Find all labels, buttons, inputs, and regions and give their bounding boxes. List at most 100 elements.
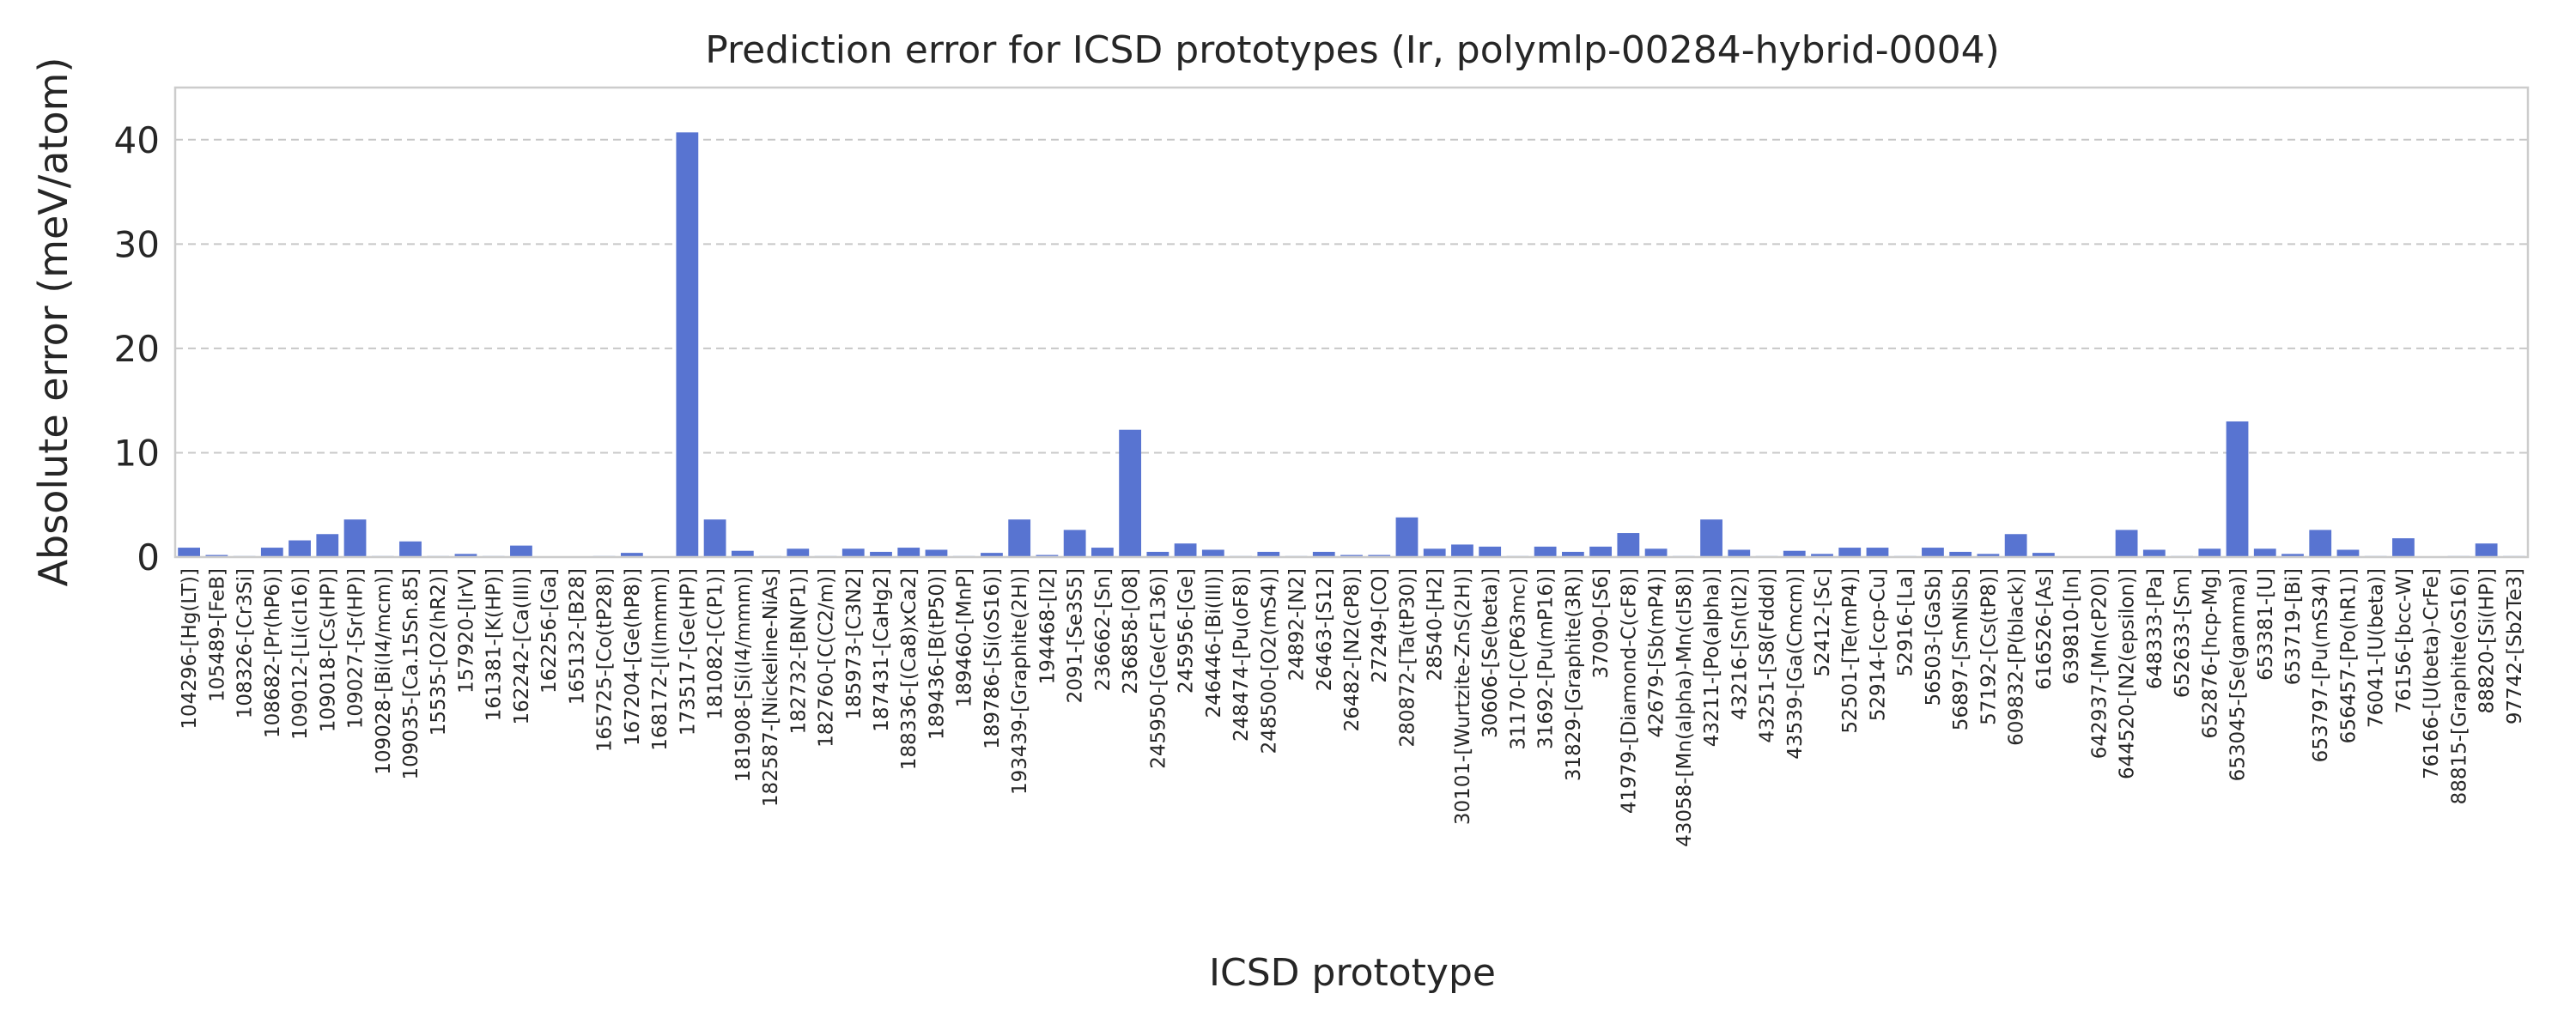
bar (620, 553, 643, 557)
x-tick-label: 76041-[U(beta)] (2366, 568, 2388, 728)
bar (289, 540, 311, 557)
bar (1783, 550, 1806, 557)
x-tick-label: 644520-[N2(epsilon)] (2117, 568, 2139, 779)
x-tick-label: 189786-[Si(oS16)] (981, 568, 1004, 749)
bar (1866, 548, 1889, 557)
bar (2392, 538, 2415, 557)
x-tick-label: 26463-[S12] (1314, 568, 1336, 691)
x-tick-label: 236662-[Sn] (1092, 568, 1115, 691)
bar (1728, 549, 1751, 557)
x-tick-label: 43539-[Ga(Cmcm)] (1784, 568, 1807, 760)
x-tick-label: 248474-[Pu(oF8)] (1230, 568, 1253, 742)
x-tick-label: 653719-[Bi] (2282, 568, 2305, 685)
x-tick-label: 245950-[Ge(cF136)] (1147, 568, 1170, 769)
x-axis-label: ICSD prototype (1209, 951, 1496, 995)
x-tick-label: 57192-[Cs(tP8)] (1978, 568, 2000, 725)
x-tick-label: 246446-[Bi(III)] (1203, 568, 1225, 718)
bar (1008, 519, 1031, 557)
x-tick-label: 181908-[Si(I4/mmm)] (732, 568, 755, 782)
x-tick-label: 76166-[U(beta)-CrFe] (2421, 568, 2443, 779)
bar (1589, 546, 1613, 557)
bar (2115, 530, 2138, 557)
x-tick-label: 189460-[MnP] (954, 568, 976, 707)
x-tick-label: 642937-[Mn(cP20)] (2088, 568, 2111, 759)
x-tick-label: 161381-[K(HP)] (483, 568, 506, 721)
x-tick-label: 109018-[Cs(HP)] (317, 568, 339, 732)
gridlines (175, 138, 2528, 454)
x-tick-label: 30606-[Se(beta)] (1479, 568, 1502, 738)
bar (1063, 530, 1086, 557)
bar (870, 551, 892, 557)
x-tick-label: 42679-[Sb(mP4)] (1646, 568, 1668, 737)
x-tick-label: 182732-[BN(P1)] (787, 568, 810, 734)
x-tick-label: 167204-[Ge(hP8)] (622, 568, 644, 746)
y-tick-label: 0 (137, 536, 160, 579)
x-tick-label: 105489-[FeB] (206, 568, 228, 702)
bar (925, 549, 948, 557)
x-tick-label: 28540-[H2] (1425, 568, 1447, 681)
x-tick-label: 43058-[Mn(alpha)-Mn(cI58)] (1674, 568, 1696, 847)
x-tick-label: 188336-[(Ca8)xCa2] (898, 568, 920, 770)
x-tick-label: 109028-[Bi(I4/mcm)] (373, 568, 395, 775)
x-tick-label: 248500-[O2(mS4)] (1258, 568, 1280, 754)
x-tick-label: 639810-[In] (2061, 568, 2083, 684)
bar (1949, 551, 1972, 557)
x-tick-label: 245956-[Ge] (1176, 568, 1198, 694)
x-tick-label: 157920-[IrV] (455, 568, 477, 694)
x-tick-label: 26482-[N2(cP8)] (1341, 568, 1364, 731)
x-tick-label: 109012-[Li(cI16)] (289, 568, 312, 740)
bar (1700, 519, 1722, 557)
bar (2309, 530, 2332, 557)
x-tick-label: 168172-[I(Immm)] (649, 568, 671, 751)
bar (1644, 548, 1668, 557)
bar (343, 519, 367, 557)
x-tick-label: 653381-[U] (2255, 568, 2277, 681)
bar (1534, 546, 1557, 557)
bar (1561, 551, 1584, 557)
x-tick-label: 43211-[Po(alpha)] (1701, 568, 1723, 747)
x-tick-label: 30101-[Wurtzite-ZnS(2H)] (1452, 568, 1474, 825)
y-tick-label: 40 (114, 119, 160, 161)
x-tick-label: 194468-[I2] (1036, 568, 1059, 684)
x-tick-label: 24892-[N2] (1286, 568, 1309, 681)
x-tick-label: 52501-[Te(mP4)] (1839, 568, 1862, 734)
x-tick-label: 31692-[Pu(mP16)] (1535, 568, 1558, 749)
x-tick-label: 52916-[La] (1895, 568, 1917, 676)
bar (316, 534, 339, 557)
x-tick-label: 31829-[Graphite(3R)] (1563, 568, 1585, 781)
bar (2475, 543, 2498, 557)
x-tick-label: 41979-[Diamond-C(cF8)] (1618, 568, 1640, 814)
bar (1423, 548, 1446, 557)
x-tick-label: 165132-[B28] (566, 568, 588, 705)
x-tick-label: 52412-[Sc] (1812, 568, 1834, 677)
bar (1119, 429, 1142, 557)
bar (1838, 548, 1862, 557)
x-tick-label: 182587-[Nickeline-NiAs] (760, 568, 782, 807)
x-tick-label: 109027-[Sr(HP)] (345, 568, 368, 729)
bar (1091, 548, 1114, 557)
bar (676, 132, 699, 557)
x-tick-label: 656457-[Po(hR1)] (2337, 568, 2360, 743)
bar (1922, 548, 1944, 557)
bar (178, 548, 201, 557)
bar (1146, 551, 1170, 557)
bar (2281, 554, 2304, 557)
x-tick-label: 43251-[S8(Fddd)] (1757, 568, 1779, 743)
x-tick-label: 15535-[O2(hR2)] (428, 568, 450, 736)
x-tick-label: 236858-[O8] (1120, 568, 1142, 694)
x-tick-label: 187431-[CaHg2] (871, 568, 893, 732)
x-tick-label: 76156-[bcc-W] (2393, 568, 2415, 713)
x-tick-label: 652633-[Sm] (2172, 568, 2194, 698)
bar (2142, 549, 2166, 557)
x-tick-label: 88815-[Graphite(oS16)] (2448, 568, 2470, 804)
x-tick-label: 609832-[P(black)] (2006, 568, 2028, 746)
x-tick-label: 280872-[Ta(tP30)] (1396, 568, 1419, 747)
x-tick-label: 189436-[B(tP50)] (926, 568, 948, 740)
x-tick-label: 108682-[Pr(hP6)] (262, 568, 284, 738)
bar (2226, 421, 2249, 557)
bar (1451, 544, 1473, 557)
x-tick-label: 181082-[C(P1)] (705, 568, 727, 720)
bar (897, 548, 920, 557)
